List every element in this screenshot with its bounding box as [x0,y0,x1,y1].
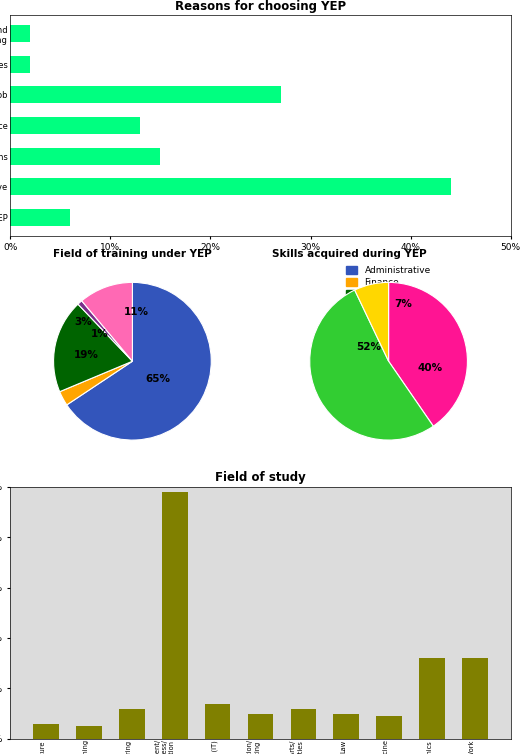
Bar [10,179,451,195]
Text: 11%: 11% [124,308,149,317]
Text: 3%: 3% [75,317,92,326]
Wedge shape [389,283,467,426]
Title: Field of study: Field of study [215,471,306,484]
Title: Reasons for choosing YEP: Reasons for choosing YEP [175,0,346,13]
Bar [205,703,230,739]
Wedge shape [355,283,389,361]
Bar [10,25,30,42]
Bar [10,87,280,103]
Title: Skills acquired during YEP: Skills acquired during YEP [272,249,427,259]
Bar [76,726,102,739]
Bar [33,724,59,739]
Wedge shape [54,304,132,391]
Bar [162,492,188,739]
Wedge shape [78,301,132,361]
Bar [247,714,274,739]
Wedge shape [60,361,132,405]
Bar [10,117,141,134]
Legend: Administrative, Finance, IT, Education, Managerial: Administrative, Finance, IT, Education, … [344,263,433,325]
Text: 65%: 65% [145,373,170,384]
Bar [419,658,445,739]
Text: 1%: 1% [91,329,108,339]
Text: 19%: 19% [74,350,99,360]
Bar [10,209,70,226]
Text: 7%: 7% [394,299,412,309]
Bar [10,148,160,164]
Wedge shape [82,283,132,361]
Text: 40%: 40% [417,363,442,372]
Title: Field of training under YEP: Field of training under YEP [53,249,212,259]
Bar [119,709,145,739]
Bar [291,709,316,739]
Bar [10,56,30,72]
Text: 52%: 52% [356,342,381,352]
Bar [462,658,488,739]
Wedge shape [310,290,433,440]
Wedge shape [67,283,211,440]
Bar [333,714,359,739]
Bar [376,716,402,739]
